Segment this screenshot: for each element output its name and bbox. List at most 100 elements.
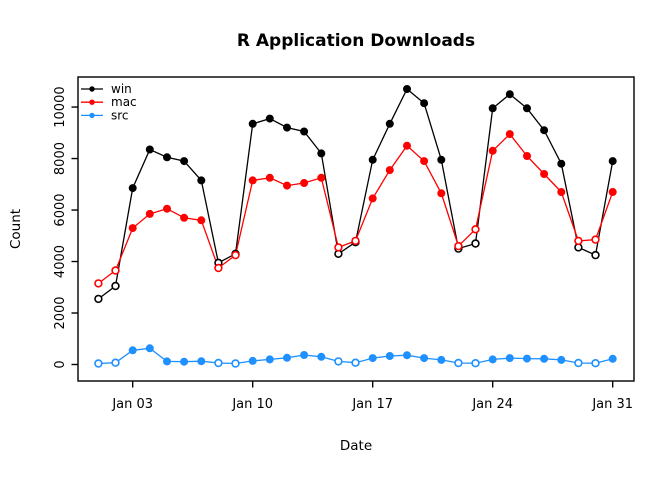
series-win-point-jan-01 xyxy=(94,294,103,304)
series-src-point-jan-17 xyxy=(368,354,377,363)
series-mac-point-jan-03 xyxy=(128,224,137,233)
series-win-line xyxy=(98,87,614,300)
series-mac-point-jan-18 xyxy=(385,166,394,175)
series-win-point-jan-18 xyxy=(385,119,394,128)
series-mac-point-jan-10 xyxy=(248,176,257,185)
plot-layer: 0 2000 4000 6000 8000 10000 Jan 03 Jan 10 Jan 17… xyxy=(53,76,635,412)
series-win-point-jan-27 xyxy=(540,126,549,135)
series-mac-point-jan-23 xyxy=(471,225,480,234)
series-mac-point-jan-08 xyxy=(214,263,223,273)
series-win-point-jan-24 xyxy=(488,104,497,113)
series-win-point-jan-13 xyxy=(300,127,309,136)
plot-box xyxy=(77,76,635,382)
series-win-point-jan-06 xyxy=(180,157,189,166)
y-axis-title: Count xyxy=(8,209,24,249)
series-src-point-jan-04 xyxy=(145,344,154,353)
series-src-point-jan-15 xyxy=(334,357,343,366)
series-src-point-jan-06 xyxy=(180,357,189,366)
series-win-point-jan-30 xyxy=(591,250,600,260)
legend-marker-win xyxy=(89,86,95,92)
y-tick-label: 8000 xyxy=(53,142,68,175)
series-src-point-jan-07 xyxy=(197,357,206,366)
legend-label-mac: mac xyxy=(111,95,137,109)
series-mac-point-jan-16 xyxy=(351,236,360,246)
legend-marker-mac xyxy=(89,99,95,105)
series-mac-point-jan-28 xyxy=(557,188,566,196)
series-mac-point-jan-27 xyxy=(540,170,549,178)
series-win-point-jan-21 xyxy=(437,155,446,164)
series-src-point-jan-31 xyxy=(608,354,617,363)
y-tick-label: 0 xyxy=(53,360,68,368)
series-src-point-jan-26 xyxy=(523,354,531,363)
series-mac-line xyxy=(98,133,614,284)
y-tick-label: 2000 xyxy=(53,296,68,329)
series-src-point-jan-03 xyxy=(128,346,137,355)
series-src-point-jan-22 xyxy=(454,358,463,368)
series-win-point-jan-23 xyxy=(471,239,480,248)
series-win-point-jan-11 xyxy=(265,114,274,123)
series-src-point-jan-11 xyxy=(265,355,274,364)
series-win-point-jan-02 xyxy=(111,281,120,291)
legend-label-src: src xyxy=(111,108,129,122)
series-src-point-jan-29 xyxy=(574,358,583,368)
series-src-point-jan-30 xyxy=(591,359,600,368)
series-win-point-jan-25 xyxy=(505,90,514,99)
series-mac-point-jan-24 xyxy=(488,146,497,155)
series-src-point-jan-25 xyxy=(505,354,514,363)
series-src-point-jan-19 xyxy=(403,351,411,360)
series-win-point-jan-28 xyxy=(557,159,566,168)
series-win-point-jan-14 xyxy=(317,149,326,158)
series-src-point-jan-16 xyxy=(351,358,360,367)
series-mac-point-jan-15 xyxy=(334,243,343,252)
x-tick-label: Jan 17 xyxy=(351,397,393,412)
series-win-point-jan-17 xyxy=(368,155,377,164)
chart-title: R Application Downloads xyxy=(237,31,475,51)
series-mac-point-jan-19 xyxy=(403,141,411,150)
series-mac-point-jan-06 xyxy=(180,213,189,222)
series-mac-point-jan-07 xyxy=(197,216,206,225)
series-src-point-jan-05 xyxy=(163,357,171,366)
series-mac-point-jan-21 xyxy=(437,189,446,198)
y-tick-label: 4000 xyxy=(53,245,68,278)
series-src-point-jan-09 xyxy=(231,359,240,368)
series-mac-point-jan-05 xyxy=(163,204,171,213)
series-mac-point-jan-04 xyxy=(145,209,154,218)
series-mac-point-jan-11 xyxy=(265,173,274,182)
series-win-point-jan-12 xyxy=(283,123,291,132)
series-src-point-jan-10 xyxy=(248,356,257,365)
series-src-point-jan-18 xyxy=(385,352,394,360)
y-tick-label: 6000 xyxy=(53,193,68,226)
legend-marker-src xyxy=(89,112,95,119)
series-win-point-jan-04 xyxy=(145,145,154,154)
series-mac-point-jan-31 xyxy=(608,188,617,196)
series-mac-point-jan-22 xyxy=(454,241,463,251)
series-win-point-jan-10 xyxy=(248,119,257,128)
series-win-point-jan-05 xyxy=(163,153,171,162)
series-src-point-jan-24 xyxy=(488,355,497,364)
series-src-point-jan-08 xyxy=(214,358,223,368)
x-tick-label: Jan 31 xyxy=(591,397,633,412)
series-src-point-jan-01 xyxy=(94,359,103,368)
series-src-point-jan-23 xyxy=(471,359,480,368)
series-src-point-jan-13 xyxy=(300,351,309,359)
series-mac-point-jan-01 xyxy=(94,279,103,288)
y-tick-label: 10000 xyxy=(53,86,68,127)
series-src-point-jan-02 xyxy=(111,358,120,367)
series-mac-point-jan-02 xyxy=(111,266,120,275)
series-win-point-jan-20 xyxy=(420,99,429,108)
series-win-point-jan-31 xyxy=(608,157,617,166)
series-mac-point-jan-12 xyxy=(283,181,291,190)
series-mac-point-jan-13 xyxy=(300,179,309,187)
x-tick-label: Jan 10 xyxy=(231,397,273,412)
series-mac-point-jan-20 xyxy=(420,157,429,166)
legend-label-win: win xyxy=(111,82,132,96)
series-src-point-jan-20 xyxy=(420,354,429,363)
series-mac-point-jan-26 xyxy=(523,152,531,160)
series-src-point-jan-21 xyxy=(437,355,446,364)
series-win-point-jan-19 xyxy=(403,85,411,93)
series-mac-point-jan-29 xyxy=(574,236,583,246)
series-src-point-jan-27 xyxy=(540,354,549,363)
x-tick-label: Jan 24 xyxy=(471,397,513,412)
